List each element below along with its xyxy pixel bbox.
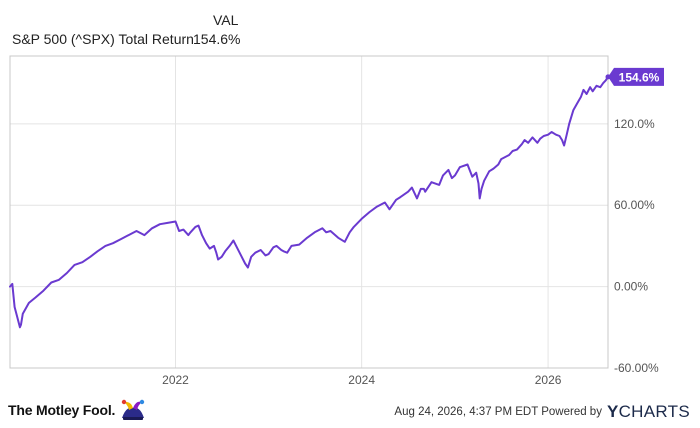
- ycharts-y: Y: [606, 402, 619, 421]
- y-tick-label: 60.00%: [614, 198, 655, 212]
- brand-name: The Motley Fool.: [8, 402, 116, 418]
- x-tick-label: 2026: [535, 373, 562, 387]
- plot-border: [9, 55, 609, 369]
- ycharts-logo[interactable]: YCHARTS: [607, 402, 690, 422]
- x-tick-label: 2024: [348, 373, 375, 387]
- attribution: Aug 24, 2026, 4:37 PM EDT Powered by YCH…: [394, 402, 690, 422]
- last-value-label-layer: 154.6%: [608, 67, 664, 86]
- tick-labels: 2022 2024 2026 -60.00% 0.00% 60.00% 120.0%: [162, 117, 659, 387]
- last-value-label: 154.6%: [608, 67, 664, 86]
- timestamp: Aug 24, 2026, 4:37 PM EDT Powered by: [394, 406, 602, 418]
- x-tick-label: 2022: [162, 373, 189, 387]
- y-tick-label: -60.00%: [614, 361, 659, 375]
- y-tick-label: 0.00%: [614, 280, 648, 294]
- brand-logo: The Motley Fool.: [8, 396, 146, 424]
- series-layer: [9, 74, 611, 329]
- grid-lines: [10, 56, 608, 369]
- legend-series-name[interactable]: S&P 500 (^SPX) Total Return: [12, 31, 194, 47]
- last-value-text: 154.6%: [619, 70, 660, 84]
- legend-val-header: VAL: [213, 12, 239, 28]
- chart-legend: VAL S&P 500 (^SPX) Total Return 154.6%: [0, 0, 700, 50]
- series-line[interactable]: [9, 75, 609, 329]
- ycharts-rest: CHARTS: [618, 402, 690, 421]
- axes: [9, 55, 609, 369]
- y-tick-label: 120.0%: [614, 117, 655, 131]
- legend-series-value: 154.6%: [193, 31, 241, 47]
- jester-hat-icon: [122, 399, 145, 420]
